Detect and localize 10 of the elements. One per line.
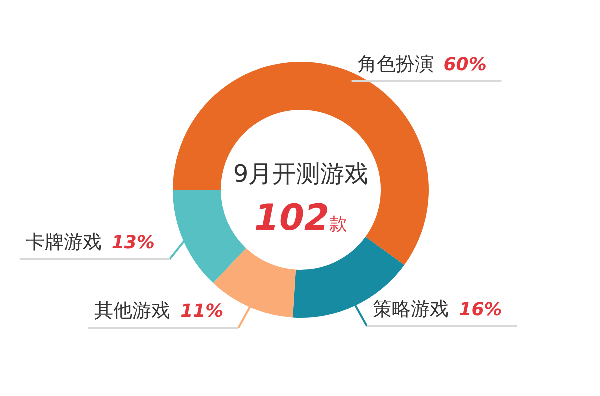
data-label: 11% [180,301,224,322]
slice-label: 角色扮演 [358,53,434,76]
data-label: 13% [112,232,155,254]
data-label: 60% [444,54,487,76]
text: 102款 [254,198,348,239]
data-label: 16% [459,299,502,320]
slice-label: 策略游戏 [373,298,450,320]
slice-label: 其他游戏 [94,300,171,322]
slice-label: 卡牌游戏 [26,231,102,254]
text: 9月开测游戏 [233,160,369,188]
